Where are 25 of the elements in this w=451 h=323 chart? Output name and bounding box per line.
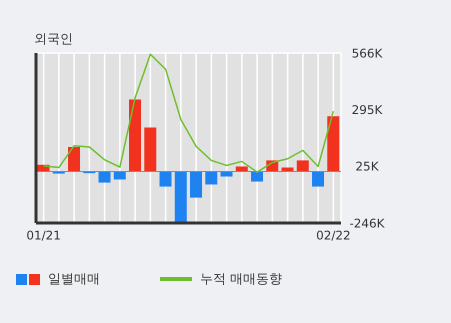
- bar: [251, 172, 264, 182]
- y-tick-label: 295K: [352, 102, 384, 117]
- x-tick-label: 02/22: [316, 228, 351, 243]
- bar: [160, 172, 172, 187]
- bar: [327, 116, 340, 172]
- bar: [190, 172, 202, 198]
- bar: [220, 172, 233, 177]
- bar: [114, 172, 126, 180]
- legend-label: 누적 매매동향: [200, 271, 282, 288]
- line-series: [42, 54, 334, 173]
- bar: [68, 147, 80, 172]
- bar: [98, 172, 111, 183]
- bar: [129, 99, 142, 172]
- bar: [174, 172, 187, 222]
- bar: [205, 172, 218, 184]
- legend-label: 일별매매: [48, 271, 100, 288]
- chart-title: 외국인: [34, 31, 73, 48]
- bar: [312, 172, 324, 187]
- bar: [236, 166, 248, 172]
- x-tick-label: 01/21: [26, 228, 61, 243]
- y-tick-label: 25K: [355, 160, 380, 174]
- y-tick-label: -246K: [349, 216, 386, 230]
- y-tick-label: 566K: [352, 46, 384, 60]
- bar: [144, 128, 156, 172]
- bar: [296, 160, 309, 172]
